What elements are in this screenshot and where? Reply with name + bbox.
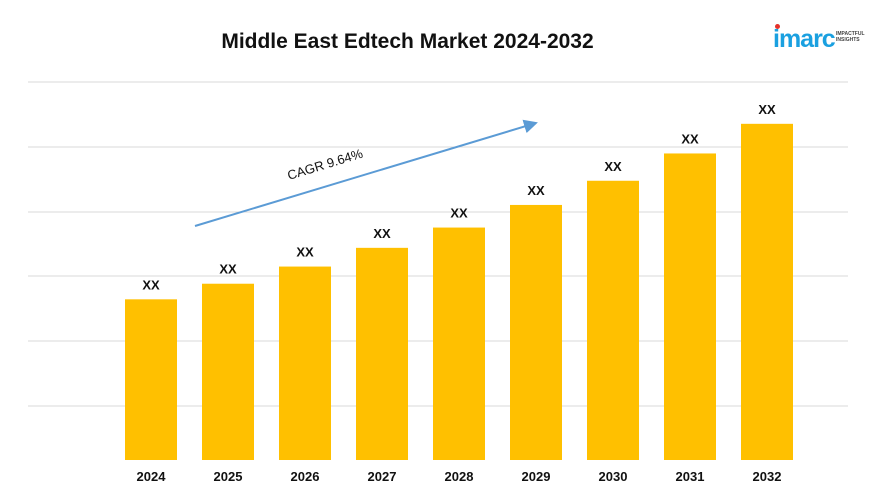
data-label-2028: XX — [450, 206, 468, 221]
bar-2030 — [587, 180, 639, 460]
x-tick-2030: 2030 — [599, 469, 628, 484]
data-labels: XX XX XX XX XX XX XX XX XX — [142, 102, 776, 293]
bar-2025 — [202, 283, 254, 460]
bar-2027 — [356, 247, 408, 460]
x-tick-2029: 2029 — [522, 469, 551, 484]
data-label-2032: XX — [758, 102, 776, 117]
x-tick-labels: 2024 2025 2026 2027 2028 2029 2030 2031 2032 — [137, 469, 782, 484]
x-tick-2028: 2028 — [445, 469, 474, 484]
x-tick-2024: 2024 — [137, 469, 167, 484]
bar-2032 — [741, 123, 793, 460]
x-tick-2027: 2027 — [368, 469, 397, 484]
data-label-2031: XX — [681, 131, 699, 146]
data-label-2029: XX — [527, 183, 545, 198]
logo-tagline-line-1: IMPACTFUL — [836, 31, 865, 37]
logo-tagline: IMPACTFUL INSIGHTS — [836, 31, 865, 43]
data-label-2024: XX — [142, 277, 160, 292]
cagr-trend: CAGR 9.64% — [194, 119, 538, 227]
data-label-2025: XX — [219, 262, 237, 277]
x-tick-2031: 2031 — [676, 469, 705, 484]
x-tick-2032: 2032 — [753, 469, 782, 484]
data-label-2026: XX — [296, 245, 314, 260]
data-label-2027: XX — [373, 226, 391, 241]
bar-2024 — [125, 299, 177, 460]
bar-2028 — [433, 227, 485, 460]
x-tick-2026: 2026 — [291, 469, 320, 484]
bar-2029 — [510, 204, 562, 460]
bar-2031 — [664, 153, 716, 460]
logo-dot-icon — [775, 24, 780, 29]
bar-2026 — [279, 266, 331, 460]
logo-tagline-line-2: INSIGHTS — [836, 37, 860, 43]
data-label-2030: XX — [604, 159, 622, 174]
logo-wordmark: imarc — [773, 25, 836, 53]
bars — [125, 123, 793, 460]
x-tick-2025: 2025 — [214, 469, 243, 484]
chart-title: Middle East Edtech Market 2024-2032 — [221, 30, 594, 53]
cagr-arrow — [194, 119, 538, 227]
